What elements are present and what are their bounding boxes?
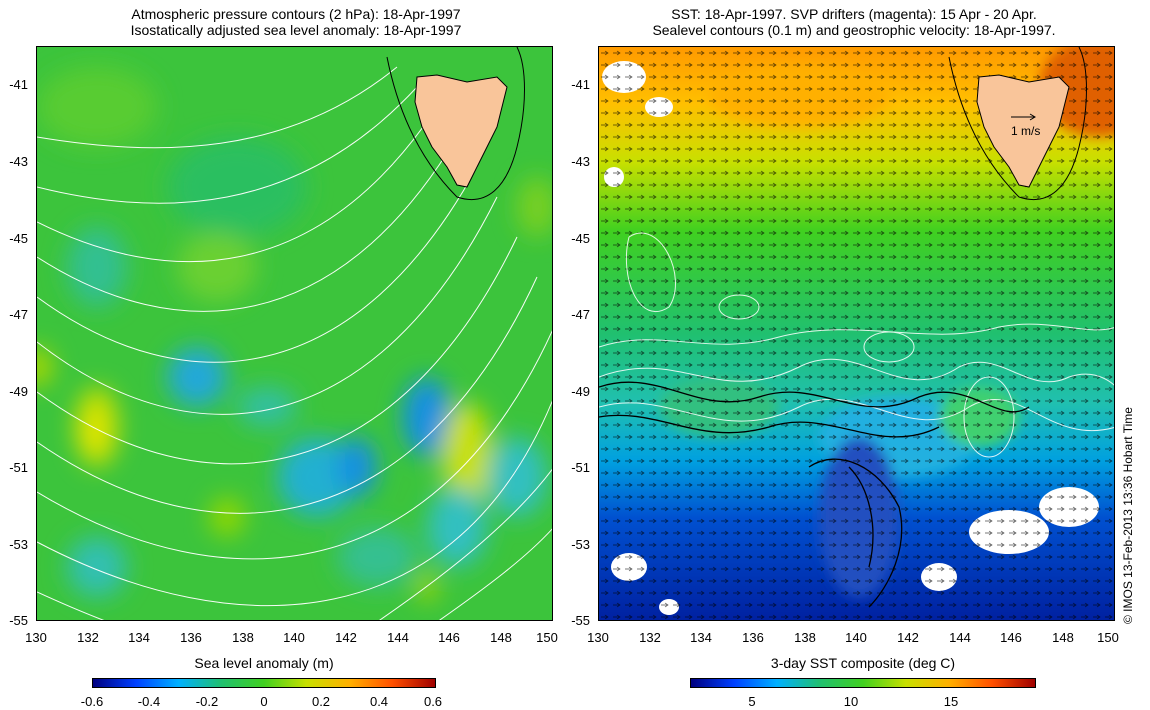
- lon-tick: 146: [438, 630, 460, 645]
- lat-tick: -43: [9, 154, 28, 169]
- lat-tick: -49: [9, 384, 28, 399]
- lon-tick: 130: [25, 630, 47, 645]
- streamlines: [599, 381, 1030, 608]
- colorbar-tick: 0.6: [423, 694, 443, 709]
- lat-tick: -53: [571, 537, 590, 552]
- right-title-line1: SST: 18-Apr-1997. SVP drifters (magenta)…: [671, 6, 1037, 22]
- lat-tick: -45: [571, 231, 590, 246]
- pressure-contours: [37, 66, 552, 620]
- left-title: Atmospheric pressure contours (2 hPa): 1…: [36, 6, 556, 38]
- bathymetry-contour: [386, 47, 525, 201]
- lon-tick: 148: [1052, 630, 1074, 645]
- lon-tick: 136: [742, 630, 764, 645]
- sea-level-anomaly-svg: [37, 47, 552, 620]
- right-title-line2: Sealevel contours (0.1 m) and geostrophi…: [652, 22, 1056, 38]
- colorbar-tick: 0: [260, 694, 268, 709]
- lon-tick: 138: [794, 630, 816, 645]
- colorbar-tick: -0.6: [80, 694, 104, 709]
- lon-tick: 136: [180, 630, 202, 645]
- lon-tick: 148: [490, 630, 512, 645]
- tasmania-landmass-right: [976, 74, 1070, 188]
- right-title: SST: 18-Apr-1997. SVP drifters (magenta)…: [598, 6, 1110, 38]
- left-title-line1: Atmospheric pressure contours (2 hPa): 1…: [131, 6, 461, 22]
- left-colorbar: [92, 678, 436, 688]
- lat-tick: -55: [571, 613, 590, 628]
- colorbar-tick: 10: [843, 694, 859, 709]
- sea-level-anomaly-map: [36, 46, 553, 621]
- lon-tick: 138: [232, 630, 254, 645]
- lat-tick: -55: [9, 613, 28, 628]
- lat-tick: -51: [9, 460, 28, 475]
- lon-tick: 144: [949, 630, 971, 645]
- lon-tick: 140: [283, 630, 305, 645]
- anomaly-field: [37, 67, 552, 602]
- lon-tick: 132: [77, 630, 99, 645]
- lon-tick: 140: [845, 630, 867, 645]
- colorbar-tick: 0.2: [311, 694, 331, 709]
- lat-tick: -41: [571, 77, 590, 92]
- velocity-scale-label: 1 m/s: [1011, 124, 1041, 138]
- lat-tick: -53: [9, 537, 28, 552]
- lat-tick: -47: [571, 307, 590, 322]
- lat-tick: -51: [571, 460, 590, 475]
- colorbar-tick: 5: [748, 694, 756, 709]
- lon-tick: 134: [128, 630, 150, 645]
- velocity-scale-arrow: [1011, 113, 1036, 121]
- lat-tick: -49: [571, 384, 590, 399]
- right-colorbar-title: 3-day SST composite (deg C): [770, 655, 956, 671]
- left-title-line2: Isostatically adjusted sea level anomaly…: [130, 22, 462, 38]
- lat-tick: -41: [9, 77, 28, 92]
- tasmania-landmass: [414, 74, 508, 188]
- colorbar-tick: -0.2: [195, 694, 219, 709]
- lat-tick: -43: [571, 154, 590, 169]
- lon-tick: 150: [1097, 630, 1119, 645]
- colorbar-tick: 15: [943, 694, 959, 709]
- bathymetry-contour-right: [948, 47, 1087, 201]
- right-colorbar: [690, 678, 1036, 688]
- left-colorbar-title: Sea level anomaly (m): [194, 655, 334, 671]
- lon-tick: 132: [639, 630, 661, 645]
- sst-svg: [599, 47, 1114, 620]
- lat-tick: -45: [9, 231, 28, 246]
- lon-tick: 142: [897, 630, 919, 645]
- sealevel-contours: [599, 232, 1114, 458]
- lon-tick: 146: [1000, 630, 1022, 645]
- lon-tick: 134: [690, 630, 712, 645]
- lon-tick: 130: [587, 630, 609, 645]
- colorbar-tick: -0.4: [137, 694, 161, 709]
- colorbar-tick: 0.4: [369, 694, 389, 709]
- lon-tick: 142: [335, 630, 357, 645]
- lat-tick: -47: [9, 307, 28, 322]
- lon-tick: 150: [536, 630, 558, 645]
- lon-tick: 144: [387, 630, 409, 645]
- copyright-credit: © IMOS 13-Feb-2013 13:36 Hobart Time: [1121, 407, 1135, 624]
- sst-map: 1 m/s: [598, 46, 1115, 621]
